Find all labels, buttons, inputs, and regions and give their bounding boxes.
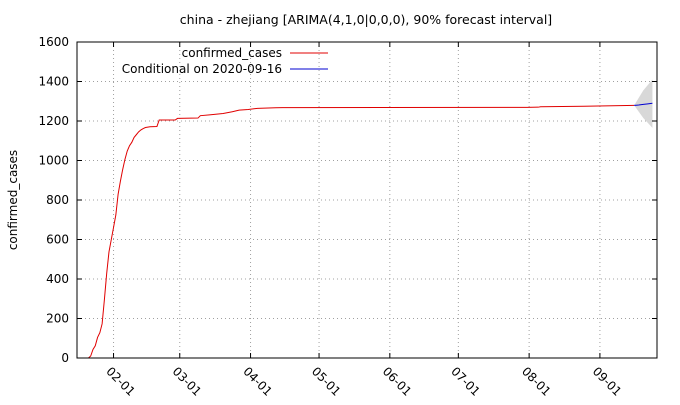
y-tick-label: 400 bbox=[46, 272, 69, 286]
x-tick-label: 02-01 bbox=[103, 364, 138, 399]
y-tick-label: 200 bbox=[46, 312, 69, 326]
x-tick-label: 08-01 bbox=[519, 364, 554, 399]
y-tick-label: 600 bbox=[46, 233, 69, 247]
x-tick-label: 07-01 bbox=[448, 364, 483, 399]
y-tick-label: 1600 bbox=[38, 35, 69, 49]
y-axis-label: confirmed_cases bbox=[6, 150, 20, 250]
x-tick-label: 03-01 bbox=[170, 364, 205, 399]
legend-label-confirmed-cases: confirmed_cases bbox=[182, 46, 282, 60]
y-tick-label: 800 bbox=[46, 193, 69, 207]
y-tick-label: 1400 bbox=[38, 75, 69, 89]
x-tick-label: 05-01 bbox=[309, 364, 344, 399]
axis-ticks: 0 200 400 600 800 1000 1200 1400 1600 02-01 03-01 0… bbox=[38, 35, 657, 399]
legend: confirmed_cases Conditional on 2020-09-1… bbox=[122, 46, 328, 76]
legend-label-conditional: Conditional on 2020-09-16 bbox=[122, 62, 282, 76]
y-tick-label: 0 bbox=[61, 351, 69, 365]
x-tick-label: 04-01 bbox=[240, 364, 275, 399]
x-tick-label: 09-01 bbox=[590, 364, 625, 399]
x-tick-label: 06-01 bbox=[380, 364, 415, 399]
series-line-confirmed-cases bbox=[88, 104, 635, 359]
chart-title: china - zhejiang [ARIMA(4,1,0|0,0,0), 90… bbox=[180, 12, 552, 27]
y-tick-label: 1200 bbox=[38, 114, 69, 128]
forecast-interval-layer bbox=[634, 79, 653, 128]
grid bbox=[77, 42, 657, 358]
series-layer bbox=[88, 102, 653, 359]
forecast-interval-band bbox=[634, 79, 653, 128]
series-line-forecast bbox=[634, 102, 653, 106]
y-tick-label: 1000 bbox=[38, 154, 69, 168]
